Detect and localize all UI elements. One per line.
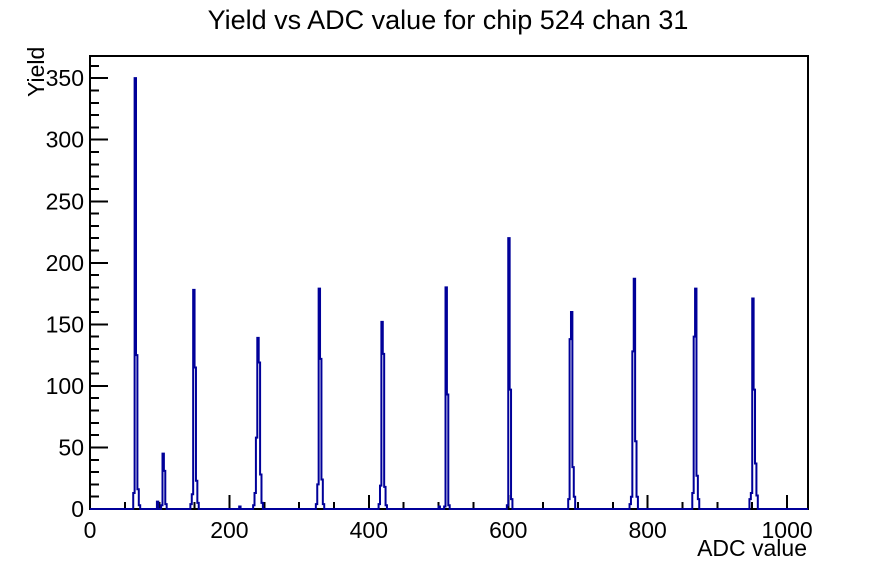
y-axis-title: Yield bbox=[23, 47, 49, 97]
y-axis-tick-labels: 0 50 100 150 200 250 300 350 bbox=[46, 65, 84, 522]
x-tick-label: 0 bbox=[84, 517, 97, 543]
x-axis-tick-labels: 0 200 400 600 800 1000 bbox=[84, 517, 813, 543]
x-tick-label: 1000 bbox=[762, 517, 813, 543]
x-tick-label: 800 bbox=[628, 517, 666, 543]
y-tick-label: 0 bbox=[71, 496, 84, 522]
x-tick-label: 400 bbox=[350, 517, 388, 543]
x-tick-label: 600 bbox=[489, 517, 527, 543]
x-tick-label: 200 bbox=[210, 517, 248, 543]
histogram-line bbox=[90, 77, 808, 510]
y-axis-ticks bbox=[90, 64, 108, 510]
y-tick-label: 100 bbox=[46, 373, 84, 399]
chart-title: Yield vs ADC value for chip 524 chan 31 bbox=[208, 5, 689, 35]
y-tick-label: 250 bbox=[46, 188, 84, 214]
y-tick-label: 300 bbox=[46, 127, 84, 153]
y-tick-label: 350 bbox=[46, 65, 84, 91]
y-tick-label: 200 bbox=[46, 250, 84, 276]
x-axis-title: ADC value bbox=[697, 535, 807, 561]
y-tick-label: 50 bbox=[58, 434, 84, 460]
y-tick-label: 150 bbox=[46, 311, 84, 337]
